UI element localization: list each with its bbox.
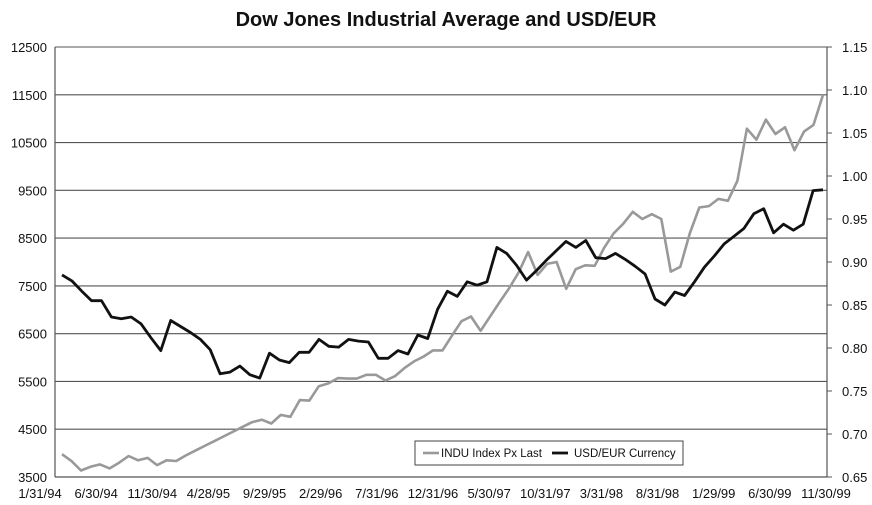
right-tick-label: 0.70 [842, 427, 867, 442]
right-tick-label: 1.00 [842, 169, 867, 184]
legend-box [414, 440, 684, 466]
left-tick-label: 6500 [18, 327, 47, 342]
series-lines [61, 94, 825, 472]
left-tick-label: 11500 [12, 88, 47, 103]
x-tick-label: 6/30/99 [748, 486, 791, 501]
x-tick-label: 9/29/95 [243, 486, 286, 501]
x-tick-label: 8/31/98 [636, 486, 679, 501]
left-tick-label: 10500 [11, 136, 47, 151]
x-tick-label: 11/30/99 [801, 486, 851, 501]
right-tick-label: 0.90 [842, 255, 867, 270]
x-tick-label: 10/31/97 [520, 486, 571, 501]
chart-title: Dow Jones Industrial Average and USD/EUR [236, 9, 657, 31]
right-tick-label: 1.10 [842, 83, 867, 98]
axes [54, 46, 832, 478]
left-tick-label: 8500 [18, 231, 47, 246]
left-tick-label: 5500 [18, 374, 47, 389]
x-tick-label: 7/31/96 [355, 486, 398, 501]
x-tick-label: 1/31/94 [18, 486, 61, 501]
left-tick-label: 9500 [18, 183, 47, 198]
right-tick-label: 0.85 [842, 298, 867, 313]
x-tick-label: 11/30/94 [127, 486, 177, 501]
series-line-usdeur [61, 188, 824, 380]
legend: INDU Index Px Last USD/EUR Currency [414, 440, 684, 466]
right-tick-label: 0.95 [842, 212, 867, 227]
x-tick-label: 5/30/97 [467, 486, 510, 501]
legend-label-usdeur: USD/EUR Currency [574, 448, 676, 460]
right-tick-label: 0.65 [842, 470, 867, 485]
grid-lines [55, 46, 827, 430]
left-tick-label: 7500 [18, 279, 47, 294]
right-axis-tick-labels: 0.65 0.70 0.75 0.80 0.85 0.90 0.95 1.00 1.05 1.10… [842, 40, 867, 485]
left-tick-label: 12500 [11, 40, 47, 55]
x-axis-tick-labels: 1/31/94 6/30/94 11/30/94 4/28/95 9/29/95 2/29… [18, 486, 851, 501]
left-tick-label: 4500 [18, 422, 47, 437]
left-tick-label: 3500 [18, 470, 47, 485]
x-tick-label: 12/31/96 [408, 486, 459, 501]
x-tick-label: 3/31/98 [580, 486, 623, 501]
right-tick-label: 0.75 [842, 384, 867, 399]
x-tick-label: 6/30/94 [74, 486, 117, 501]
right-tick-label: 1.05 [842, 126, 867, 141]
right-tick-label: 1.15 [842, 40, 867, 55]
x-tick-label: 1/29/99 [692, 486, 735, 501]
x-tick-label: 4/28/95 [187, 486, 230, 501]
series-line-indu [61, 94, 825, 472]
right-tick-label: 0.80 [842, 341, 867, 356]
left-axis-tick-labels: 3500 4500 5500 6500 7500 8500 9500 10500 11500 12… [11, 40, 47, 485]
legend-label-indu: INDU Index Px Last [441, 448, 543, 460]
x-tick-label: 2/29/96 [299, 486, 342, 501]
